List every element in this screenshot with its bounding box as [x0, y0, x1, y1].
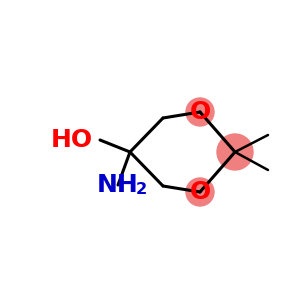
Circle shape: [186, 98, 214, 126]
Text: 2: 2: [135, 182, 147, 196]
Text: O: O: [189, 100, 211, 124]
Text: O: O: [189, 180, 211, 204]
Circle shape: [186, 178, 214, 206]
Circle shape: [217, 134, 253, 170]
Text: HO: HO: [51, 128, 93, 152]
Text: NH: NH: [97, 173, 139, 197]
